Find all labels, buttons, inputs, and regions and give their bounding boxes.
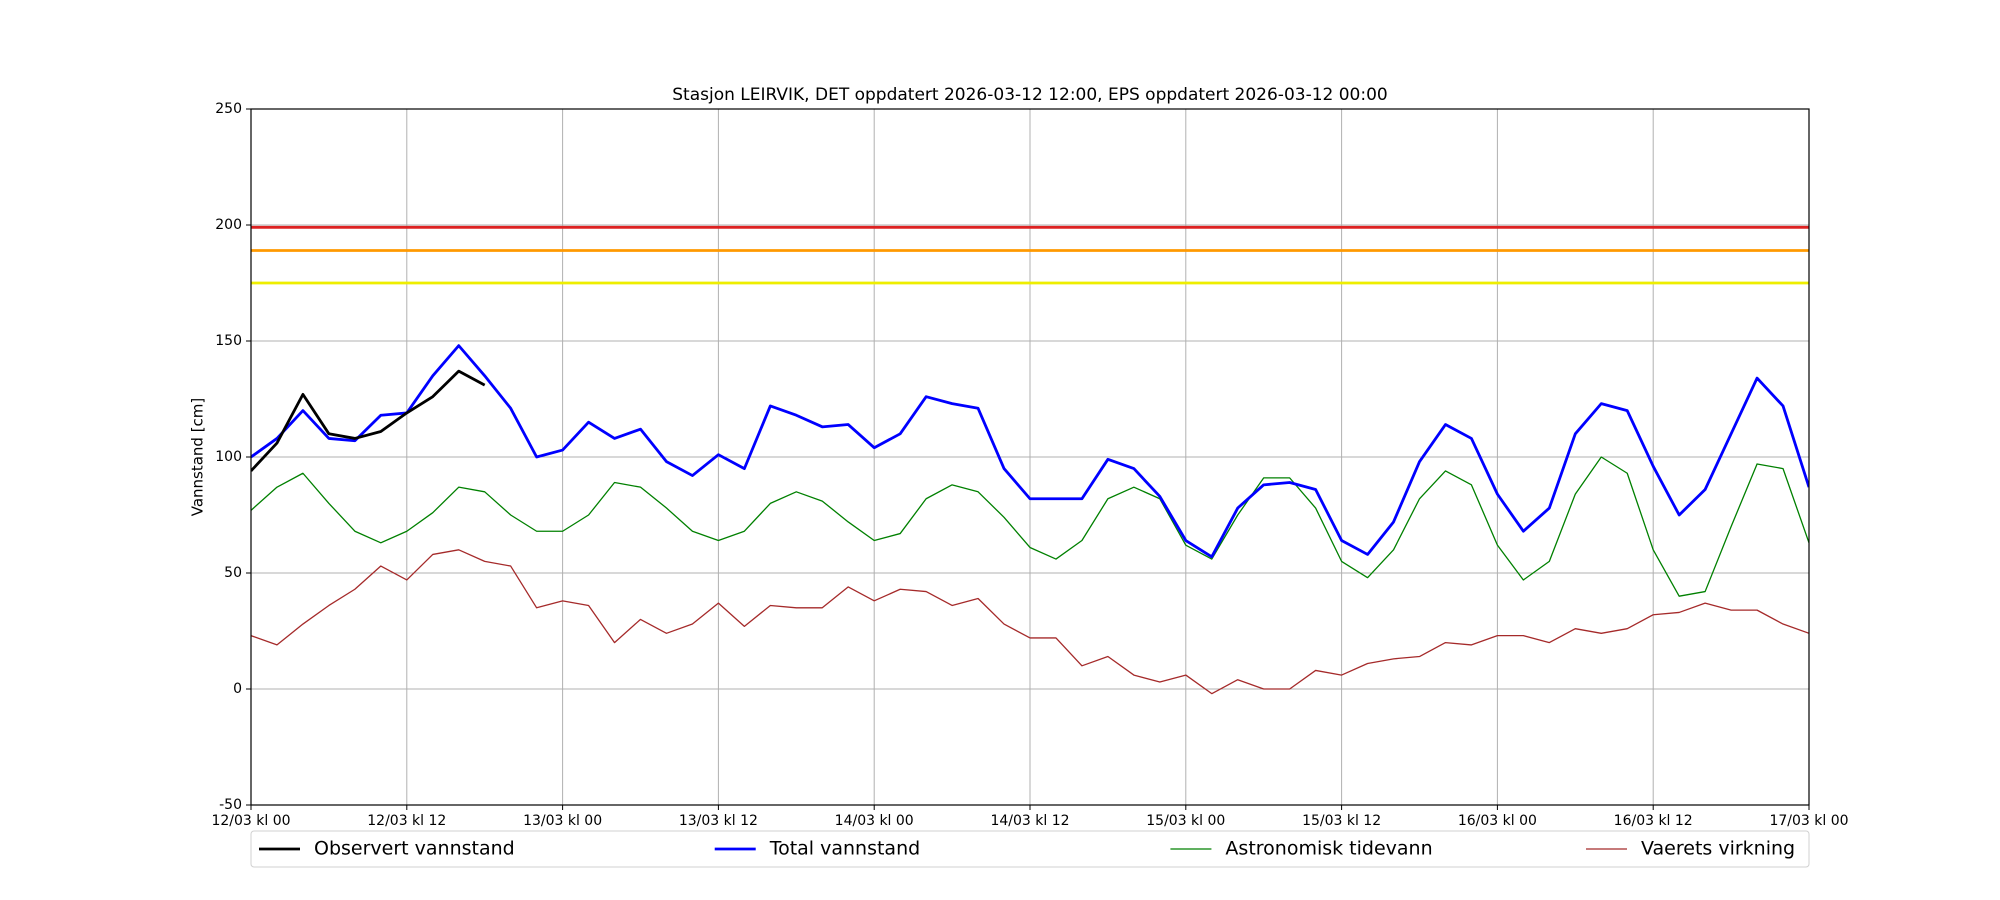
y-tick-label: 200 <box>215 217 242 233</box>
y-tick-label: 100 <box>215 449 242 465</box>
y-tick-label: 250 <box>215 101 242 117</box>
y-tick-label: -50 <box>219 797 242 813</box>
x-tick-label: 14/03 kl 12 <box>990 813 1069 829</box>
x-tick-label: 15/03 kl 12 <box>1302 813 1381 829</box>
y-tick-label: 150 <box>215 333 242 349</box>
x-tick-label: 13/03 kl 12 <box>679 813 758 829</box>
x-tick-label: 16/03 kl 12 <box>1614 813 1693 829</box>
axes-frame <box>250 108 1810 806</box>
y-tick-label: 50 <box>224 565 242 581</box>
plot-area <box>251 225 1809 695</box>
series-line <box>251 344 1809 559</box>
series-line <box>251 549 1809 695</box>
series-line <box>251 456 1809 597</box>
x-tick-label: 13/03 kl 00 <box>523 813 602 829</box>
x-tick-label: 17/03 kl 00 <box>1769 813 1848 829</box>
legend-label: Total vannstand <box>769 838 920 860</box>
x-tick-label: 16/03 kl 00 <box>1458 813 1537 829</box>
legend-box <box>250 830 1810 868</box>
legend-label: Vaerets virkning <box>1641 838 1795 860</box>
series-line <box>251 369 486 472</box>
legend-label: Astronomisk tidevann <box>1225 838 1432 860</box>
legend-label: Observert vannstand <box>314 838 515 860</box>
x-tick-label: 12/03 kl 12 <box>367 813 446 829</box>
x-tick-label: 14/03 kl 00 <box>835 813 914 829</box>
x-tick-label: 15/03 kl 00 <box>1146 813 1225 829</box>
y-axis-label: Vannstand [cm] <box>189 398 207 517</box>
chart-title: Stasjon LEIRVIK, DET oppdatert 2026-03-1… <box>672 85 1388 105</box>
y-tick-label: 0 <box>233 681 242 697</box>
x-tick-label: 12/03 kl 00 <box>211 813 290 829</box>
